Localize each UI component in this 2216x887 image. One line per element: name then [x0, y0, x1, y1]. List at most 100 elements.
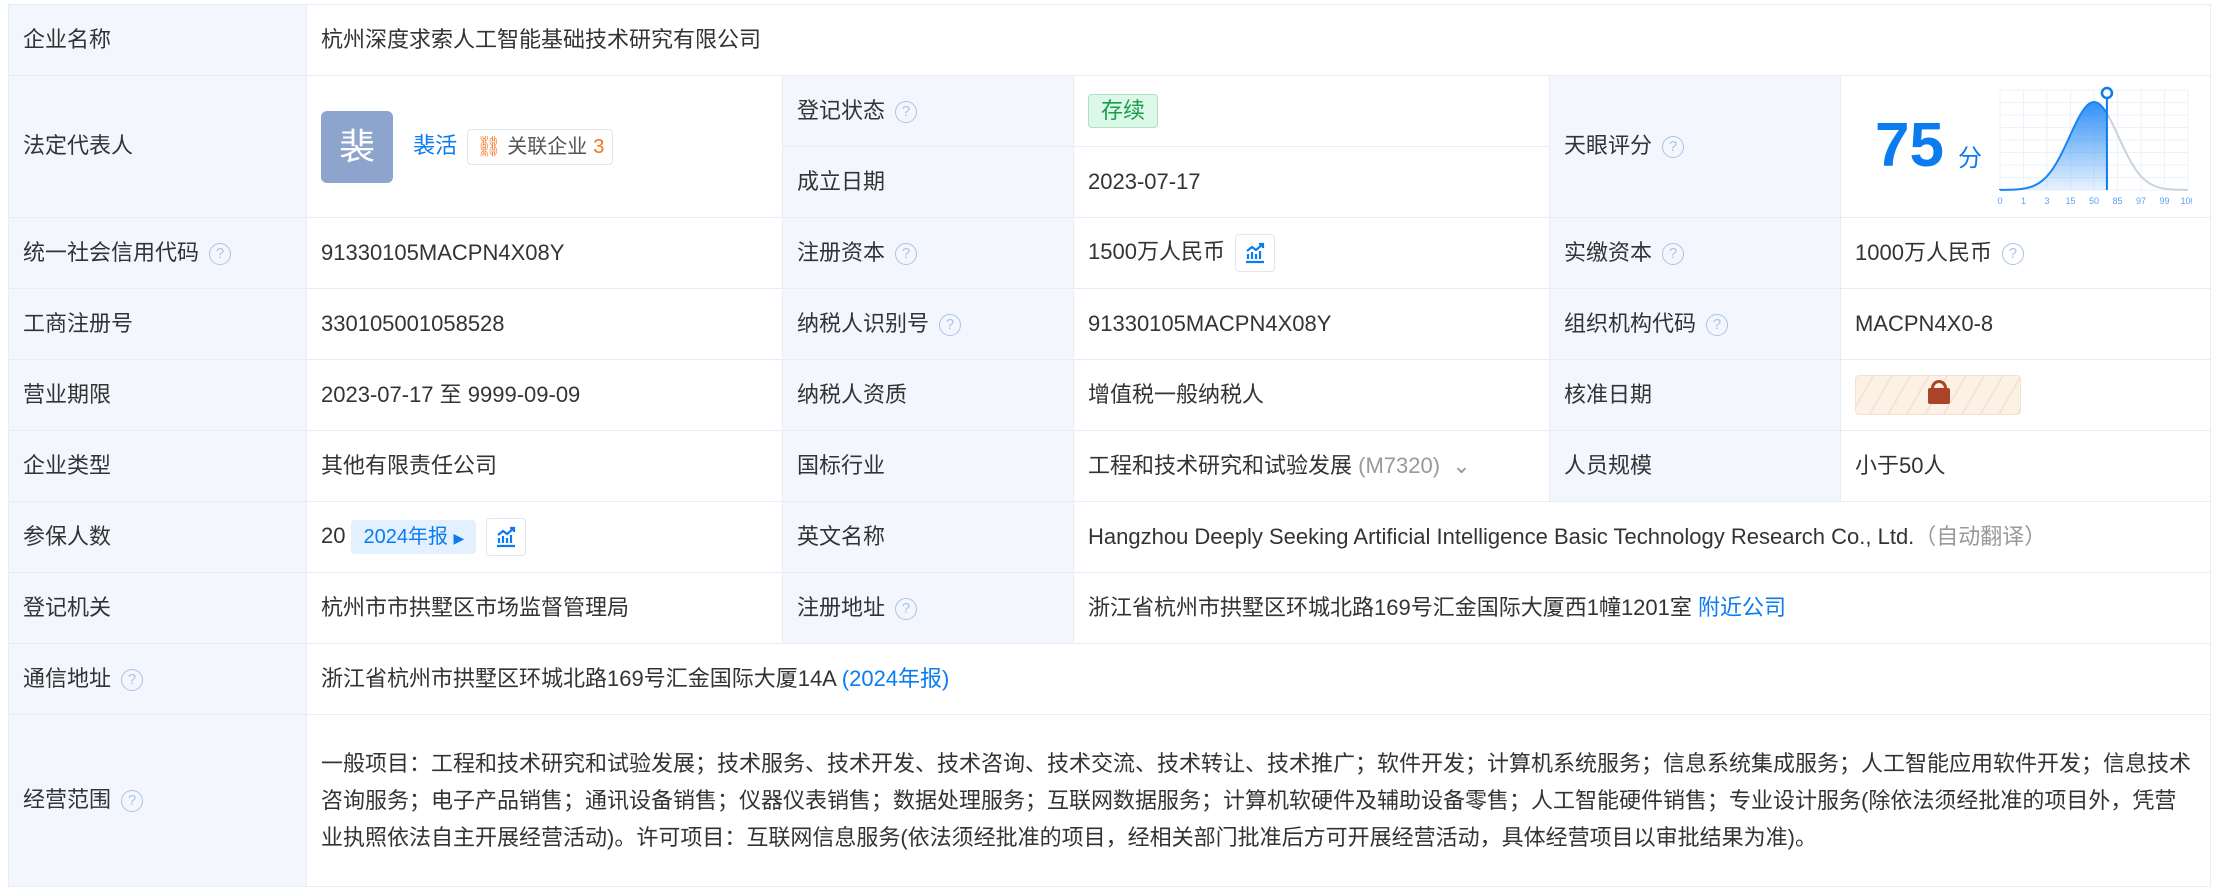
- help-icon[interactable]: ?: [895, 100, 918, 123]
- locked-content-button[interactable]: [1855, 375, 2021, 415]
- score-area: [1999, 101, 2107, 190]
- english-name-cell: Hangzhou Deeply Seeking Artificial Intel…: [1072, 501, 2212, 573]
- help-icon[interactable]: ?: [121, 790, 144, 813]
- related-count: 3: [593, 135, 605, 158]
- label-legal-rep: 法定代表人: [8, 75, 307, 218]
- help-icon[interactable]: ?: [121, 668, 144, 691]
- paid-capital: 1000万人民币: [1855, 239, 1992, 265]
- company-name: 杭州深度求索人工智能基础技术研究有限公司: [305, 4, 2212, 76]
- x-tick-label: 0: [1997, 196, 2002, 206]
- label-company-name: 企业名称: [8, 4, 307, 76]
- label-text: 组织机构代码: [1564, 310, 1697, 336]
- reg-authority: 杭州市市拱墅区市场监督管理局: [306, 572, 783, 644]
- x-tick-label: 100: [2180, 196, 2192, 206]
- founded-date: 2023-07-17: [1073, 146, 1550, 218]
- avatar: 裴: [321, 110, 393, 183]
- reg-capital: 1500万人民币: [1088, 238, 1225, 264]
- label-company-type: 企业类型: [8, 430, 307, 502]
- x-tick-label: 15: [2065, 196, 2075, 206]
- network-icon: ⛓: [476, 135, 502, 158]
- label-reg-status: 登记状态?: [782, 75, 1074, 147]
- label-text: 登记状态: [797, 97, 886, 123]
- score-unit: 分: [1957, 144, 1982, 172]
- lock-icon: [1931, 380, 1947, 394]
- label-reg-authority: 登记机关: [8, 572, 307, 644]
- capital-trend-button[interactable]: [1234, 234, 1275, 272]
- label-approval-date: 核准日期: [1549, 359, 1841, 431]
- english-name: Hangzhou Deeply Seeking Artificial Intel…: [1088, 523, 1915, 549]
- industry-code: (M7320): [1358, 452, 1441, 478]
- annual-report-link[interactable]: (2024年报): [841, 665, 950, 691]
- label-text: 天眼评分: [1564, 133, 1653, 159]
- x-tick-label: 50: [2089, 196, 2099, 206]
- label-text: 注册地址: [797, 594, 886, 620]
- label-score: 天眼评分?: [1549, 75, 1841, 218]
- legal-rep-link[interactable]: 裴活: [413, 133, 458, 159]
- industry: 工程和技术研究和试验发展: [1088, 452, 1353, 478]
- label-mail-address: 通信地址?: [8, 643, 307, 715]
- mail-address-cell: 浙江省杭州市拱墅区环城北路169号汇金国际大厦14A (2024年报): [305, 643, 2212, 715]
- help-icon[interactable]: ?: [209, 242, 232, 265]
- label-reg-address: 注册地址?: [782, 572, 1074, 644]
- status-badge: 存续: [1088, 93, 1159, 129]
- tax-qual: 增值税一般纳税人: [1073, 359, 1550, 431]
- label-text: 统一社会信用代码: [23, 239, 200, 265]
- label-founded: 成立日期: [782, 146, 1074, 218]
- rest-curve: [2105, 112, 2188, 191]
- score-value: 75: [1875, 111, 1944, 181]
- bar-chart-icon: [1245, 242, 1265, 264]
- help-icon[interactable]: ?: [939, 313, 962, 336]
- mail-address: 浙江省杭州市拱墅区环城北路169号汇金国际大厦14A: [321, 665, 836, 691]
- label-org-code: 组织机构代码?: [1549, 288, 1841, 360]
- x-tick-label: 1: [2021, 196, 2026, 206]
- biz-reg-no: 330105001058528: [306, 288, 783, 360]
- label-paid-capital: 实缴资本?: [1549, 217, 1841, 289]
- label-scope: 经营范围?: [8, 714, 307, 887]
- help-icon[interactable]: ?: [1662, 136, 1685, 159]
- score-distribution-chart: 0 1 3 15 50 85 97 99 100: [1997, 86, 2192, 206]
- help-icon[interactable]: ?: [1706, 313, 1729, 336]
- score-cell[interactable]: 75 分 0 1 3 15 50 85 97 99 100: [1839, 75, 2212, 218]
- label-insured: 参保人数: [8, 501, 307, 573]
- label-staff-size: 人员规模: [1549, 430, 1841, 502]
- nearby-companies-link[interactable]: 附近公司: [1698, 594, 1787, 620]
- help-icon[interactable]: ?: [895, 242, 918, 265]
- term: 2023-07-17 至 9999-09-09: [306, 359, 783, 431]
- related-label: 关联企业: [507, 135, 588, 158]
- label-text: 纳税人识别号: [797, 310, 930, 336]
- label-text: 通信地址: [23, 665, 112, 691]
- org-code: MACPN4X0-8: [1839, 288, 2212, 360]
- label-reg-capital: 注册资本?: [782, 217, 1074, 289]
- taxpayer-id: 91330105MACPN4X08Y: [1073, 288, 1550, 360]
- approval-date-cell: [1839, 359, 2212, 431]
- help-icon[interactable]: ?: [895, 597, 918, 620]
- x-tick-label: 97: [2136, 196, 2146, 206]
- related-companies-button[interactable]: ⛓ 关联企业 3: [467, 128, 614, 165]
- insured-count: 20: [321, 522, 346, 548]
- label-taxpayer-id: 纳税人识别号?: [782, 288, 1074, 360]
- company-info-table: 企业名称 杭州深度求索人工智能基础技术研究有限公司 法定代表人 裴 裴活 ⛓ 关…: [8, 4, 2212, 887]
- x-tick-label: 3: [2044, 196, 2049, 206]
- label-credit-code: 统一社会信用代码?: [8, 217, 307, 289]
- label-text: 实缴资本: [1564, 239, 1653, 265]
- label-term: 营业期限: [8, 359, 307, 431]
- insured-trend-button[interactable]: [486, 518, 527, 556]
- help-icon[interactable]: ?: [1662, 242, 1685, 265]
- score-curve: [1998, 100, 2107, 191]
- annual-report-tag[interactable]: 2024年报 ▶: [351, 520, 477, 554]
- credit-code: 91330105MACPN4X08Y: [306, 217, 783, 289]
- help-icon[interactable]: ?: [2001, 242, 2024, 265]
- chevron-down-icon[interactable]: ⌄: [1452, 452, 1471, 478]
- auto-translate-note: （自动翻译）: [1914, 523, 2047, 549]
- bar-chart-icon: [497, 526, 516, 548]
- label-biz-reg-no: 工商注册号: [8, 288, 307, 360]
- industry-cell[interactable]: 工程和技术研究和试验发展 (M7320) ⌄: [1073, 430, 1550, 502]
- business-scope: 一般项目：工程和技术研究和试验发展；技术服务、技术开发、技术咨询、技术交流、技术…: [305, 714, 2212, 887]
- location-pin-icon: [2100, 86, 2114, 99]
- label-text: 经营范围: [23, 787, 112, 813]
- company-type: 其他有限责任公司: [306, 430, 783, 502]
- label-industry: 国标行业: [782, 430, 1074, 502]
- legal-rep-cell: 裴 裴活 ⛓ 关联企业 3: [306, 75, 783, 218]
- x-tick-label: 85: [2112, 196, 2122, 206]
- reg-address-cell: 浙江省杭州市拱墅区环城北路169号汇金国际大厦西1幢1201室 附近公司: [1072, 572, 2212, 644]
